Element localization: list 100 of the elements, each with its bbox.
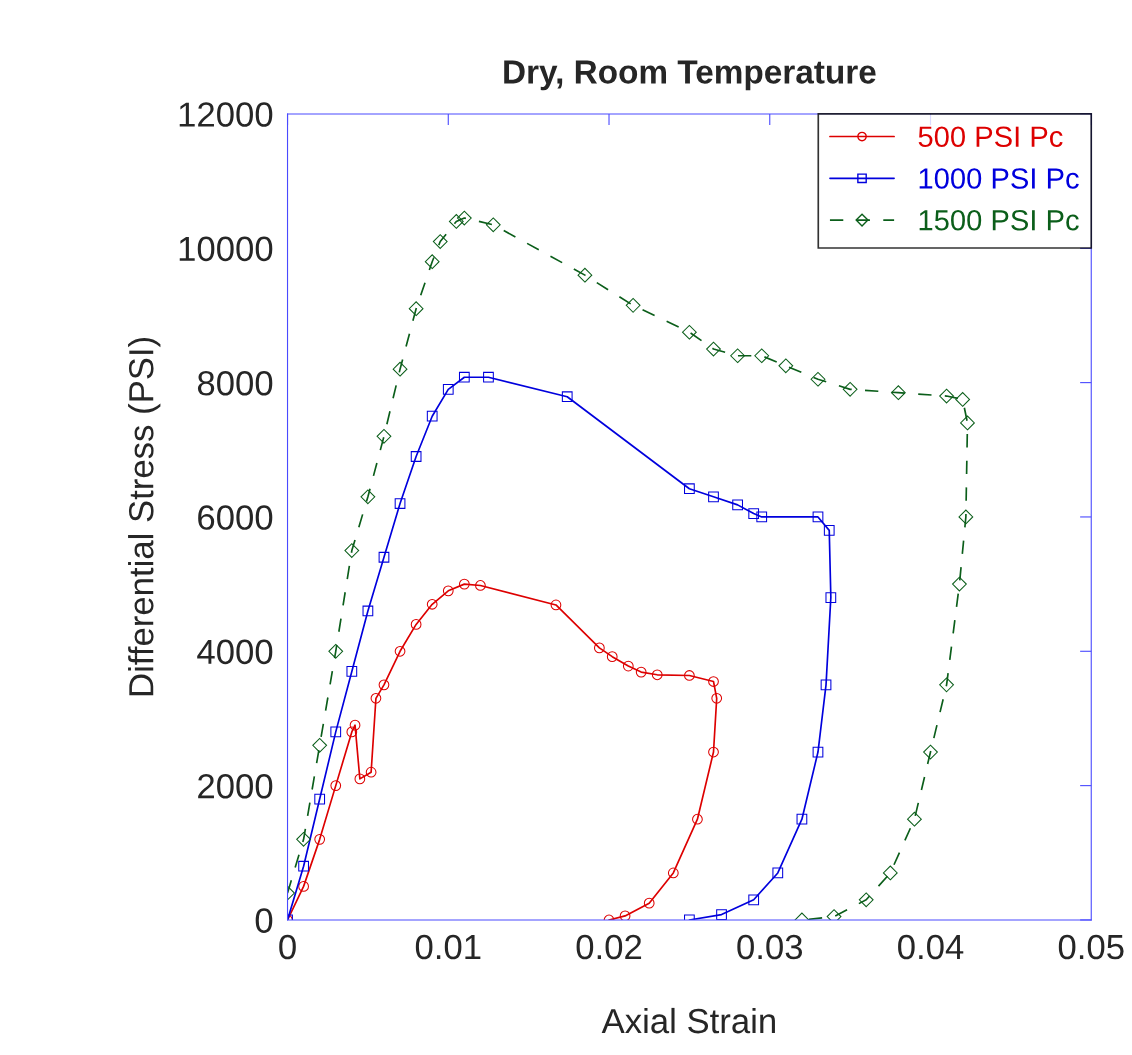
point: [651, 669, 663, 681]
point: [708, 746, 719, 758]
y-tick-label: 12000: [179, 102, 273, 127]
point: [349, 719, 361, 731]
x-tick-label: 0.03: [737, 934, 803, 960]
point: [426, 410, 438, 422]
legend-label: 500 PSI Pc: [918, 126, 1063, 148]
point: [858, 892, 874, 908]
y-tick-label: 2000: [198, 773, 273, 799]
point: [907, 811, 922, 827]
point: [882, 865, 898, 881]
point: [362, 605, 374, 617]
point: [748, 894, 760, 906]
x-tick-label: 0.04: [898, 934, 964, 960]
point: [796, 813, 808, 825]
point: [939, 677, 954, 693]
point: [370, 692, 382, 704]
point: [458, 371, 470, 383]
point: [952, 576, 967, 592]
point: [346, 666, 358, 677]
point: [360, 489, 376, 505]
point: [708, 676, 719, 687]
point: [330, 726, 342, 738]
point: [408, 301, 424, 317]
point: [643, 897, 655, 909]
point: [958, 509, 974, 525]
point: [923, 744, 938, 760]
y-tick-label: 8000: [197, 370, 273, 396]
point: [394, 645, 406, 657]
point: [346, 726, 358, 738]
point: [298, 860, 309, 872]
point: [823, 525, 835, 536]
point: [692, 813, 703, 825]
point: [561, 391, 573, 403]
point: [483, 371, 494, 383]
x-tick-label: 0.02: [576, 934, 642, 960]
point: [330, 780, 342, 791]
point: [442, 585, 454, 597]
point: [955, 392, 971, 407]
point: [748, 508, 760, 519]
point: [810, 371, 826, 387]
point: [820, 679, 832, 691]
point: [298, 881, 309, 892]
x-tick-label: 0: [279, 934, 296, 960]
point: [378, 679, 390, 691]
point: [681, 324, 697, 340]
point: [812, 511, 824, 523]
point: [394, 498, 406, 509]
point: [708, 491, 719, 503]
point: [684, 670, 695, 681]
point: [842, 381, 858, 397]
y-axis-title: Differential Stress (PSI): [128, 338, 161, 696]
y-tick-label: 0: [255, 908, 273, 933]
point: [365, 766, 377, 778]
point: [314, 793, 326, 805]
point: [354, 773, 366, 785]
point: [812, 746, 824, 758]
legend-label: 1500 PSI Pc: [919, 209, 1079, 231]
point: [939, 388, 954, 404]
point: [344, 543, 360, 558]
point: [432, 234, 448, 249]
point: [448, 214, 464, 229]
y-tick-label: 6000: [198, 505, 273, 530]
point: [732, 499, 743, 511]
point: [667, 867, 679, 879]
x-tick-label: 0.05: [1058, 934, 1124, 960]
point: [960, 415, 975, 431]
point: [410, 451, 422, 462]
point: [475, 580, 486, 591]
point: [684, 483, 695, 495]
point: [456, 210, 472, 226]
point: [711, 692, 723, 704]
point: [328, 643, 344, 659]
point: [635, 666, 647, 678]
point: [550, 599, 562, 611]
y-tick-label: 4000: [197, 639, 273, 665]
point: [410, 619, 422, 630]
point: [426, 598, 438, 610]
point: [593, 642, 605, 654]
point: [622, 660, 634, 672]
point: [772, 867, 784, 879]
point: [376, 428, 392, 444]
chart-title: Dry, Room Temperature: [504, 60, 876, 91]
point: [754, 348, 770, 364]
legend-label: 1000 PSI Pc: [919, 168, 1079, 189]
x-tick-label: 0.01: [415, 934, 481, 960]
point: [442, 383, 454, 395]
point: [485, 217, 501, 233]
point: [778, 358, 794, 374]
point: [706, 341, 721, 357]
point: [625, 297, 641, 313]
y-tick-label: 10000: [179, 236, 273, 262]
point: [606, 651, 618, 663]
point: [577, 267, 593, 283]
x-axis-title: Axial Strain: [601, 1007, 775, 1034]
point: [312, 737, 328, 753]
point: [424, 254, 440, 270]
point: [825, 592, 837, 603]
point: [730, 348, 746, 364]
point: [890, 385, 906, 401]
